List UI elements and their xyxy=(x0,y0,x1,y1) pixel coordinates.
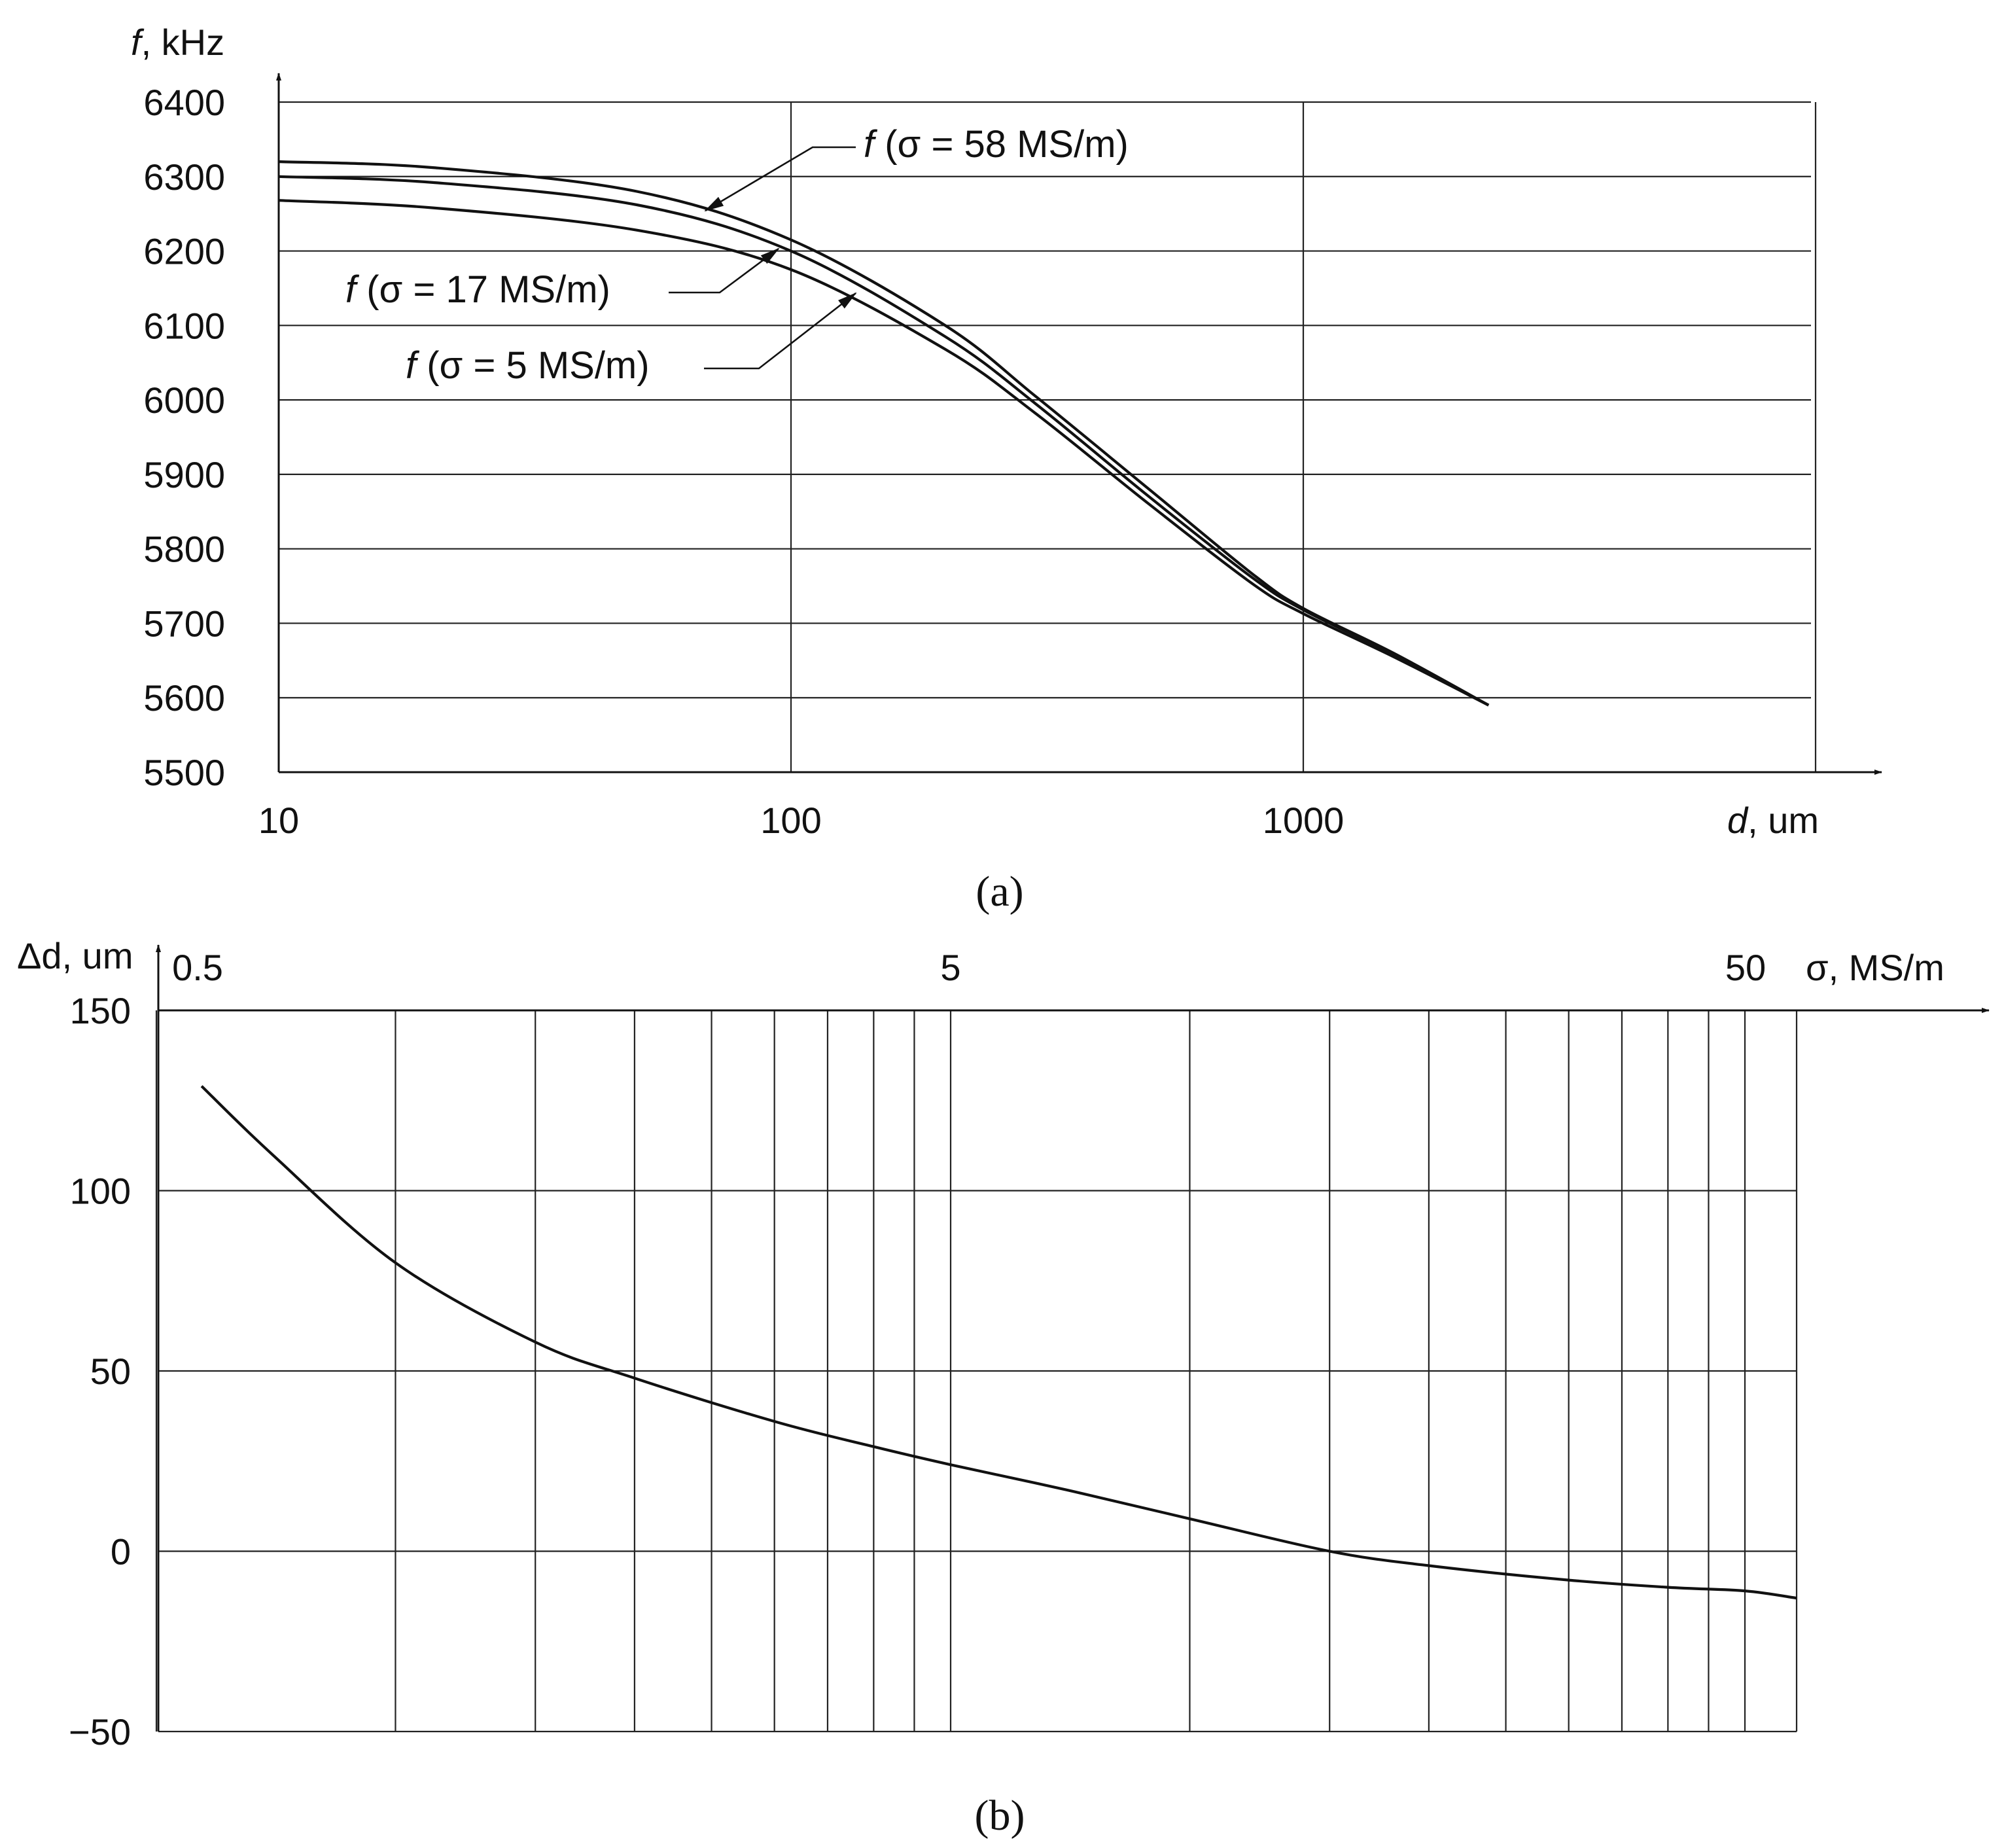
chart-a-x-tick-labels: 10 100 1000 xyxy=(258,800,1344,841)
chart-a-series-lines xyxy=(278,160,1490,707)
chart-b-series-line-0 xyxy=(200,1085,1797,1600)
chart-b-y-tick-labels: 150 100 50 0 −50 xyxy=(69,990,131,1752)
series-label-5: f (σ = 5 MS/m) xyxy=(406,344,650,387)
chart-b-y-tick-label: 150 xyxy=(70,990,131,1031)
chart-b-axes xyxy=(156,944,1990,1732)
chart-a-y-tick-label: 6400 xyxy=(143,82,225,123)
chart-a-y-tick-label: 5900 xyxy=(143,454,225,495)
chart-b-y-axis-label: Δd, um xyxy=(17,935,133,976)
panel-label-b: (b) xyxy=(975,1792,1025,1839)
chart-panel-b: 150 100 50 0 −50 0.5 5 50 Δd, um σ, MS/m (b) xyxy=(17,935,1990,1839)
chart-a-y-tick-label: 5800 xyxy=(143,529,225,570)
chart-a-series-leader xyxy=(704,146,856,212)
chart-b-x-tick-label: 0.5 xyxy=(172,947,223,988)
chart-a-series-line-2 xyxy=(278,199,1490,707)
chart-a-axes xyxy=(276,73,1882,775)
chart-b-x-tick-labels: 0.5 5 50 xyxy=(172,947,1766,988)
chart-a-x-tick-label: 10 xyxy=(258,800,299,841)
chart-a-x-tick-label: 100 xyxy=(760,800,821,841)
chart-b-x-tick-label: 50 xyxy=(1725,947,1766,988)
chart-a-y-tick-label: 5500 xyxy=(143,752,225,793)
chart-a-y-tick-label: 6100 xyxy=(143,305,225,346)
chart-a-x-axis-label: d, um xyxy=(1727,800,1819,841)
chart-a-y-tick-label: 6300 xyxy=(143,156,225,198)
chart-b-y-tick-label: 50 xyxy=(90,1351,131,1392)
chart-a-y-tick-label: 5700 xyxy=(143,603,225,644)
chart-b-y-tick-label: −50 xyxy=(69,1711,131,1752)
series-label-17: f (σ = 17 MS/m) xyxy=(345,268,610,311)
chart-a-series-leaders xyxy=(669,146,857,370)
panel-label-a: (a) xyxy=(976,868,1023,915)
series-label-58: f (σ = 58 MS/m) xyxy=(864,123,1129,166)
chart-a-y-axis-label: f, kHz xyxy=(131,22,224,63)
chart-a-y-tick-label: 6000 xyxy=(143,380,225,421)
chart-b-series-lines xyxy=(200,1085,1797,1600)
chart-a-y-tick-labels: 5500 5600 5700 5800 5900 6000 6100 6200 6300 6400 xyxy=(143,82,225,793)
chart-panel-a: 5500 5600 5700 5800 5900 6000 6100 6200 6300 6400… xyxy=(131,22,1882,915)
chart-b-x-tick-label: 5 xyxy=(940,947,960,988)
chart-a-y-tick-label: 6200 xyxy=(143,231,225,272)
chart-a-series-line-1 xyxy=(278,175,1490,707)
chart-a-series-leader xyxy=(669,247,780,294)
chart-b-grid xyxy=(155,1009,1798,1733)
chart-a-series-leader xyxy=(704,292,857,370)
chart-a-y-tick-label: 5600 xyxy=(143,677,225,719)
chart-a-grid xyxy=(277,101,1817,773)
chart-b-y-tick-label: 0 xyxy=(111,1531,131,1573)
chart-b-x-axis-label: σ, MS/m xyxy=(1806,947,1944,988)
chart-a-x-tick-label: 1000 xyxy=(1263,800,1345,841)
chart-b-y-tick-label: 100 xyxy=(70,1171,131,1212)
